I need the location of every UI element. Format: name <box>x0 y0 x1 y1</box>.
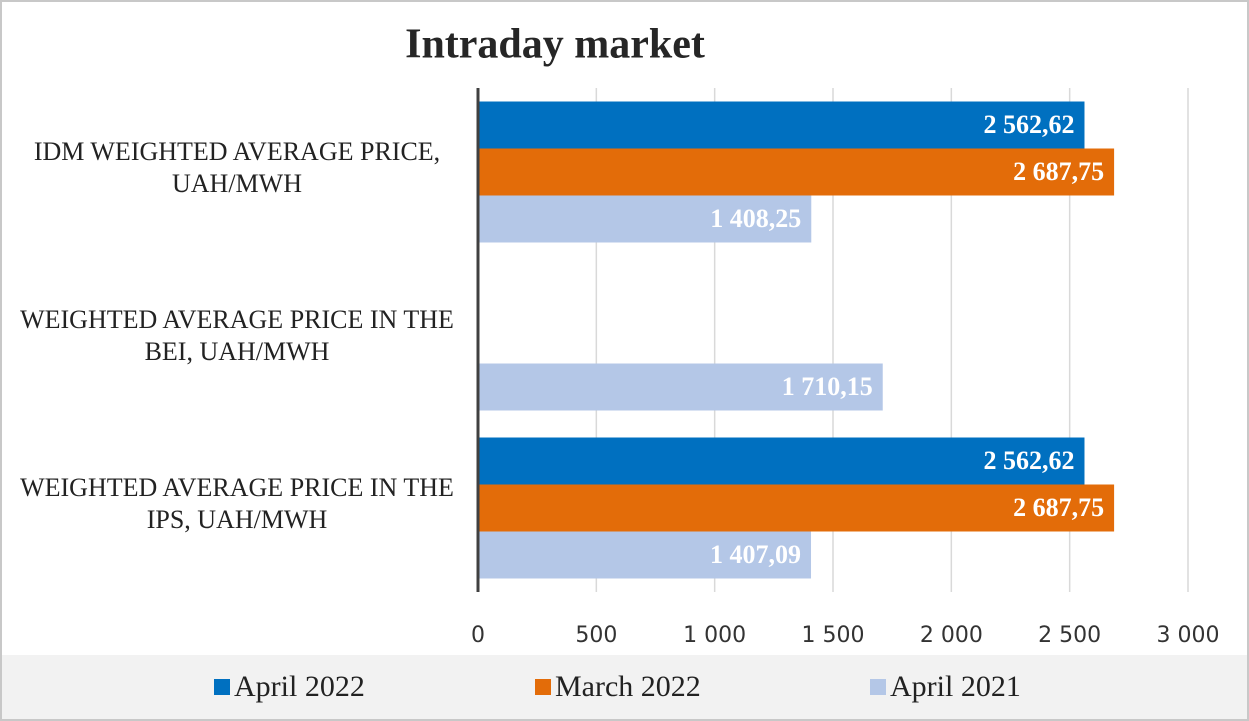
y-tick-label: IDM WEIGHTED AVERAGE PRICE, UAH/MWH <box>33 137 441 198</box>
bar <box>478 484 1115 532</box>
x-tick-label: 2 500 <box>1038 623 1101 648</box>
legend-background <box>2 655 1247 719</box>
value-label: 2 562,62 <box>983 110 1074 139</box>
bar <box>478 363 883 411</box>
value-label: 1 408,25 <box>710 204 801 233</box>
legend-label: April 2022 <box>234 670 365 703</box>
x-tick-label: 500 <box>575 623 617 648</box>
x-tick-label: 3 000 <box>1157 623 1220 648</box>
bar <box>478 531 812 579</box>
x-tick-label: 1 500 <box>802 623 865 648</box>
bar <box>478 195 812 243</box>
x-tick-label: 0 <box>471 623 485 648</box>
bar <box>478 437 1085 485</box>
legend-label: April 2021 <box>890 670 1021 703</box>
chart-title: Intraday market <box>405 22 705 68</box>
bar <box>478 101 1085 149</box>
value-label: 2 562,62 <box>983 446 1074 475</box>
legend-swatch <box>870 679 886 695</box>
y-tick-label: WEIGHTED AVERAGE PRICE IN THE BEI, UAH/M… <box>20 305 454 366</box>
y-tick-label: WEIGHTED AVERAGE PRICE IN THE IPS, UAH/M… <box>20 473 454 534</box>
value-label: 2 687,75 <box>1013 157 1104 186</box>
value-label: 2 687,75 <box>1013 493 1104 522</box>
legend-swatch <box>214 679 230 695</box>
value-label: 1 407,09 <box>710 540 801 569</box>
bar <box>478 148 1115 196</box>
value-label: 1 710,15 <box>782 372 873 401</box>
legend-label: March 2022 <box>555 670 701 703</box>
x-tick-label: 2 000 <box>920 623 983 648</box>
x-tick-label: 1 000 <box>683 623 746 648</box>
legend-swatch <box>535 679 551 695</box>
